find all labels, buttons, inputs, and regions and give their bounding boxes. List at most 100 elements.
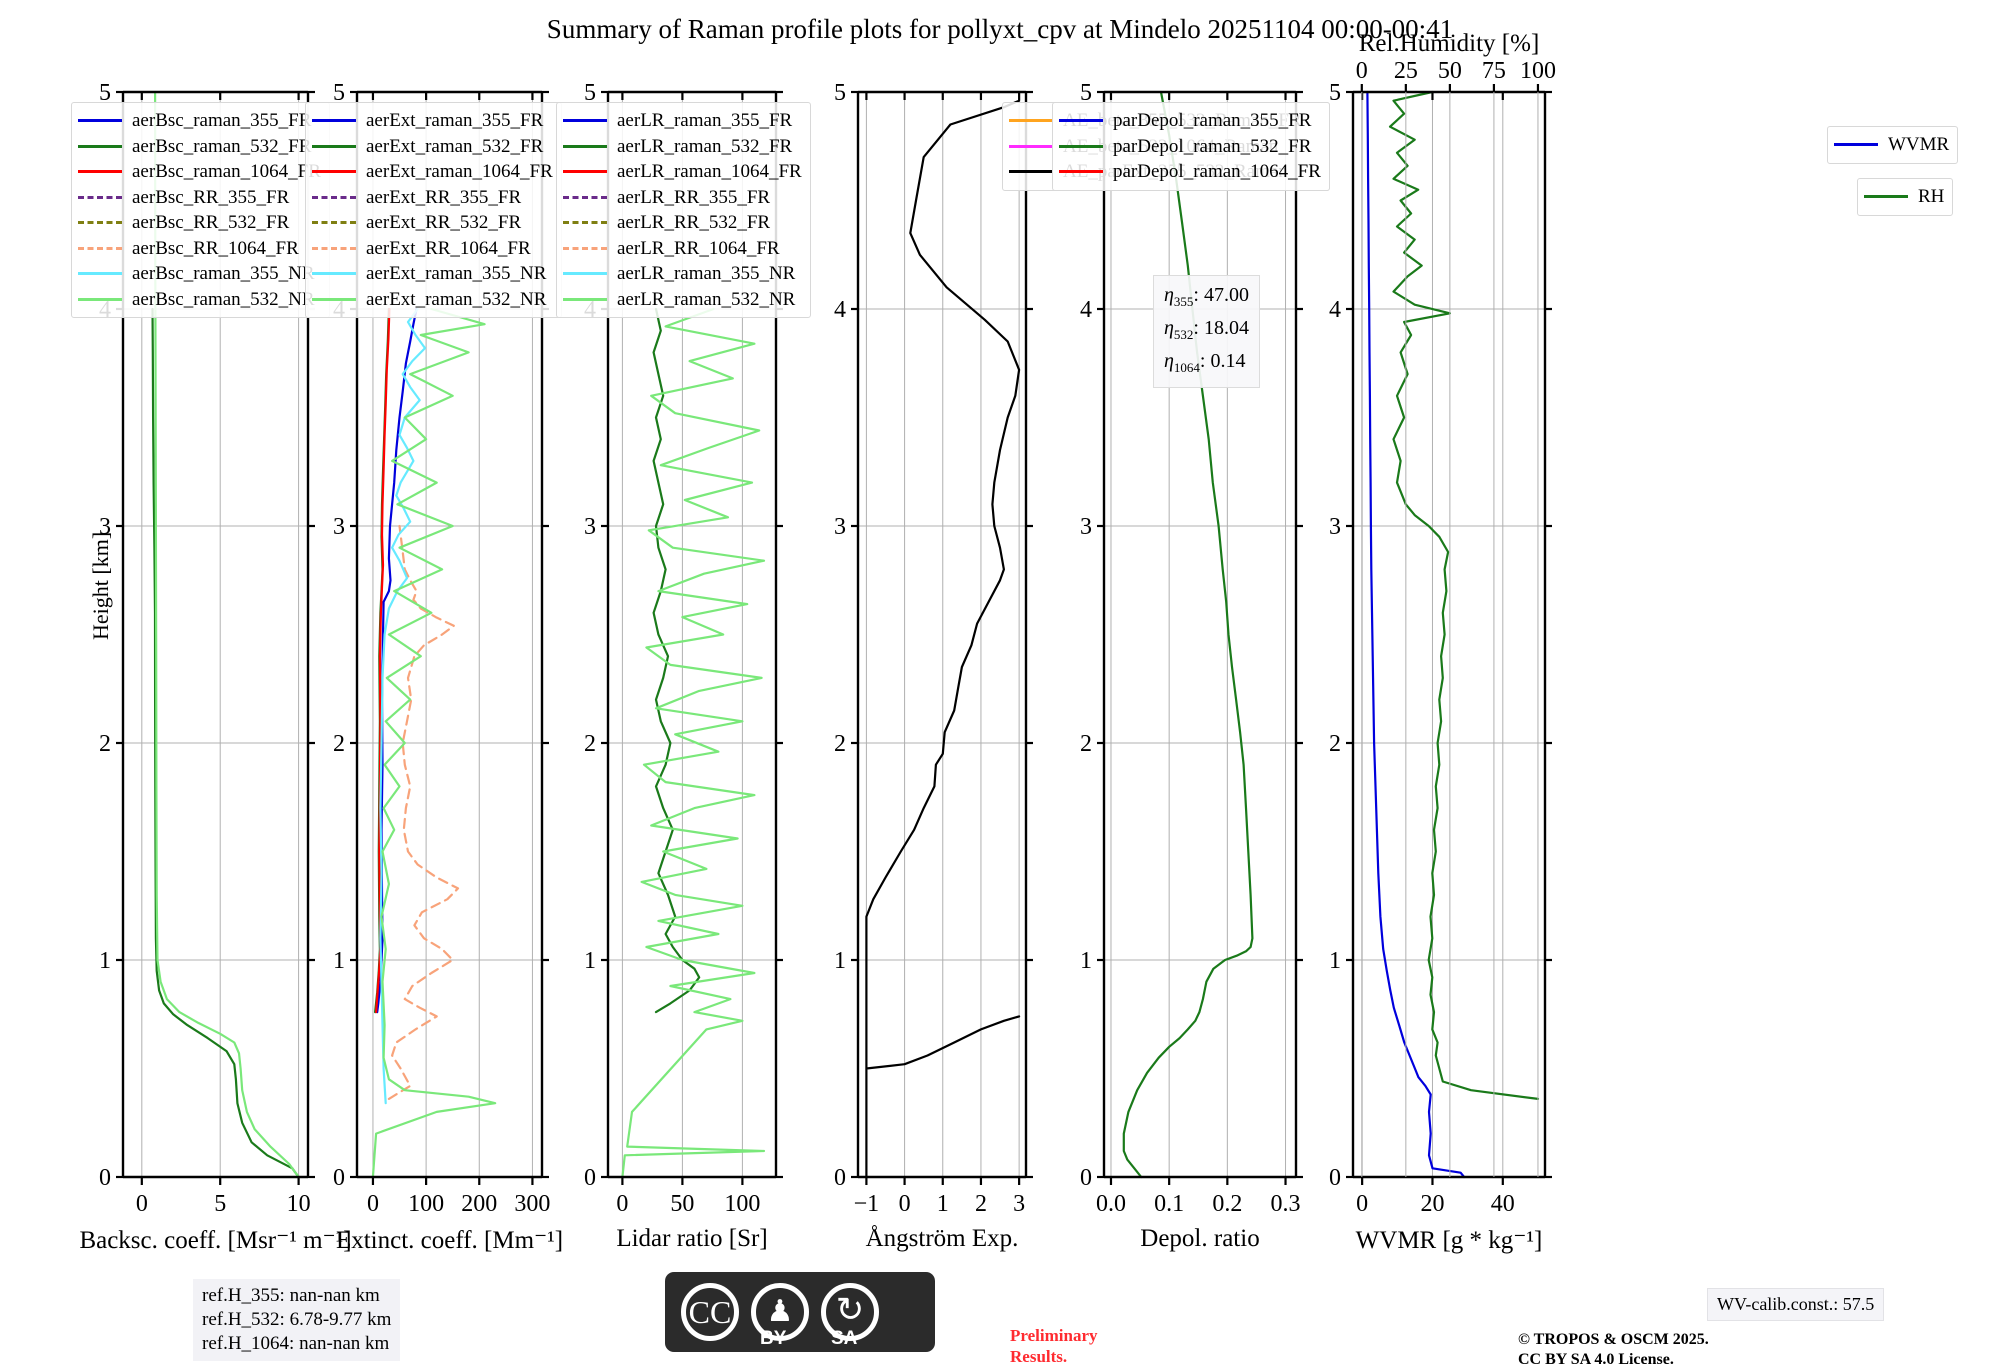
legend-label: aerExt_RR_532_FR	[366, 212, 522, 233]
legend-swatch	[563, 170, 607, 174]
cc-sa-icon: ↻	[821, 1283, 879, 1341]
legend-label: RH	[1918, 186, 1945, 207]
legend-wvmr_rh-wvmr[interactable]: WVMR	[1827, 126, 1959, 164]
legend-label: aerBsc_RR_1064_FR	[132, 237, 299, 259]
legend-backscatter[interactable]: aerBsc_raman_355_FR aerBsc_raman_532_FR ae…	[71, 102, 330, 318]
x-tick-label: 0	[136, 1191, 148, 1217]
legend-swatch	[563, 246, 607, 250]
legend-label: aerBsc_raman_1064_FR	[132, 161, 321, 182]
legend-item[interactable]: aerBsc_RR_355_FR	[78, 185, 321, 211]
legend-swatch	[312, 297, 356, 301]
legend-swatch	[563, 144, 607, 148]
legend-item[interactable]: aerBsc_raman_532_FR	[78, 134, 321, 160]
legend-item[interactable]: aerExt_RR_1064_FR	[312, 236, 553, 262]
top-x-axis-label-wvmr_rh: Rel.Humidity [%]	[1358, 30, 1540, 57]
legend-swatch	[563, 221, 607, 225]
legend-item[interactable]: aerBsc_raman_355_NR	[78, 261, 321, 287]
eta-1064: η1064: 0.14	[1164, 348, 1249, 381]
x-tick-label: 0	[1356, 1191, 1368, 1217]
eta-532-symbol: η	[1164, 317, 1174, 339]
legend-item[interactable]: aerExt_RR_355_FR	[312, 185, 553, 211]
legend-lidar_ratio[interactable]: aerLR_raman_355_FR aerLR_raman_532_FR aerL…	[556, 102, 811, 318]
y-tick-label: 3	[584, 514, 596, 540]
legend-item[interactable]: aerLR_raman_1064_FR	[563, 159, 802, 185]
preliminary-line-1: Preliminary	[1010, 1326, 1098, 1345]
wv-calibration-box: WV-calib.const.: 57.5	[1707, 1288, 1885, 1321]
x-axis-label-lidar_ratio: Lidar ratio [Sr]	[616, 1225, 768, 1252]
legend-item[interactable]: aerBsc_raman_355_FR	[78, 108, 321, 134]
legend-swatch	[78, 272, 122, 276]
legend-item[interactable]: aerLR_raman_355_NR	[563, 261, 802, 287]
legend-item[interactable]: aerLR_RR_355_FR	[563, 185, 802, 211]
legend-label: aerBsc_raman_532_NR	[132, 288, 315, 310]
legend-item[interactable]: aerExt_raman_355_FR	[312, 108, 553, 134]
x-tick-label: 5	[214, 1191, 226, 1217]
legend-item[interactable]: aerBsc_RR_532_FR	[78, 210, 321, 236]
legend-label: parDepol_raman_355_FR	[1113, 110, 1312, 131]
page-title: Summary of Raman profile plots for polly…	[546, 14, 1454, 44]
y-tick-label: 2	[1329, 731, 1341, 757]
legend-item[interactable]: aerLR_raman_532_FR	[563, 134, 802, 160]
legend-item[interactable]: aerExt_raman_1064_FR	[312, 159, 553, 185]
top-x-tick-label: 25	[1394, 58, 1418, 84]
preliminary-notice: Preliminary Results.	[1010, 1325, 1098, 1367]
legend-label: aerLR_raman_355_NR	[617, 263, 796, 284]
legend-label: aerExt_raman_532_NR	[366, 288, 547, 310]
preliminary-line-2: Results.	[1010, 1347, 1068, 1366]
eta-355: η355: 47.00	[1164, 282, 1249, 315]
legend-swatch	[312, 170, 356, 174]
legend-item[interactable]: parDepol_raman_1064_FR	[1059, 159, 1321, 185]
creative-commons-badge: CC ♟ ↻ BY SA	[665, 1272, 935, 1352]
legend-item[interactable]: aerExt_RR_532_FR	[312, 210, 553, 236]
legend-swatch	[1834, 143, 1878, 147]
legend-item[interactable]: aerBsc_RR_1064_FR	[78, 236, 321, 262]
ref-h-1064: ref.H_1064: nan-nan km	[202, 1333, 390, 1354]
legend-item[interactable]: aerExt_raman_532_NR	[312, 287, 553, 313]
legend-swatch	[78, 195, 122, 199]
eta-532-subscript: 532	[1173, 327, 1194, 342]
x-tick-label: 0	[616, 1191, 628, 1217]
legend-item[interactable]: aerBsc_raman_1064_FR	[78, 159, 321, 185]
legend-item[interactable]: aerExt_raman_355_NR	[312, 261, 553, 287]
x-tick-label: 2	[975, 1191, 987, 1217]
eta-355-symbol: η	[1164, 284, 1174, 306]
legend-item[interactable]: aerLR_RR_532_FR	[563, 210, 802, 236]
x-axis-label-backscatter: Backsc. coeff. [Msr⁻¹ m⁻¹]	[79, 1227, 352, 1254]
legend-item[interactable]: aerLR_raman_532_NR	[563, 287, 802, 313]
cc-by-label: BY	[760, 1328, 787, 1349]
legend-item[interactable]: aerLR_raman_355_FR	[563, 108, 802, 134]
y-tick-label: 2	[99, 731, 111, 757]
x-tick-label: 0.0	[1096, 1191, 1126, 1217]
legend-item[interactable]: parDepol_raman_355_FR	[1059, 108, 1321, 134]
x-tick-label: 0.3	[1271, 1191, 1301, 1217]
legend-wvmr_rh-rh[interactable]: RH	[1857, 178, 1954, 216]
eta-1064-symbol: η	[1164, 350, 1174, 372]
legend-swatch	[1059, 119, 1103, 123]
copyright-line-1: © TROPOS & OSCM 2025.	[1518, 1331, 1709, 1348]
legend-swatch	[78, 246, 122, 250]
x-tick-label: 0.1	[1154, 1191, 1184, 1217]
legend-label: aerLR_raman_355_FR	[617, 110, 793, 131]
legend-swatch	[312, 195, 356, 199]
y-tick-label: 2	[1080, 731, 1092, 757]
legend-extinction[interactable]: aerExt_raman_355_FR aerExt_raman_532_FR ae…	[305, 102, 562, 318]
x-tick-label: 40	[1491, 1191, 1515, 1217]
legend-swatch	[312, 272, 356, 276]
y-tick-label: 1	[834, 948, 846, 974]
eta-1064-value: : 0.14	[1199, 350, 1246, 372]
legend-item[interactable]: parDepol_raman_532_FR	[1059, 134, 1321, 160]
legend-swatch	[1059, 144, 1103, 148]
legend-label: aerLR_RR_532_FR	[617, 212, 771, 233]
legend-label: aerBsc_raman_355_NR	[132, 263, 315, 284]
legend-swatch	[78, 144, 122, 148]
top-x-tick-label: 0	[1356, 58, 1368, 84]
y-tick-label: 1	[99, 948, 111, 974]
legend-item[interactable]: aerExt_raman_532_FR	[312, 134, 553, 160]
legend-depolarization[interactable]: parDepol_raman_355_FR parDepol_raman_532_…	[1052, 102, 1330, 191]
x-axis-label-angstrom: Ångström Exp.	[865, 1225, 1019, 1252]
x-tick-label: 0	[367, 1191, 379, 1217]
eta-532-value: : 18.04	[1193, 317, 1249, 339]
x-tick-label: 1	[937, 1191, 949, 1217]
legend-item[interactable]: aerLR_RR_1064_FR	[563, 236, 802, 262]
legend-item[interactable]: aerBsc_raman_532_NR	[78, 287, 321, 313]
